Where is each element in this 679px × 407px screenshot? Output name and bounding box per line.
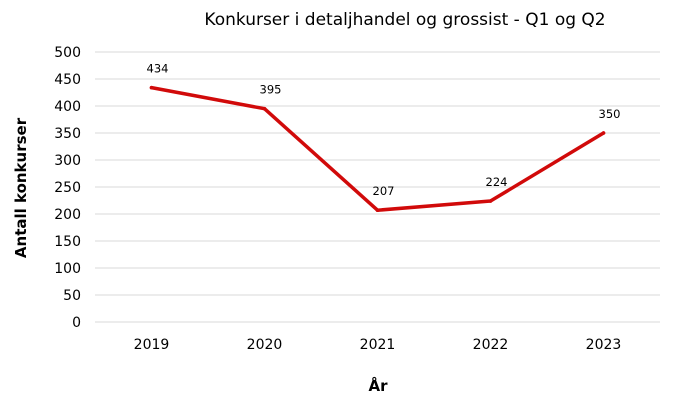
y-tick-label: 100: [54, 261, 81, 277]
x-tick-label: 2021: [360, 337, 396, 353]
y-tick-label: 200: [54, 207, 81, 223]
data-point: [601, 131, 606, 135]
y-tick-label: 50: [63, 288, 81, 304]
y-tick-label: 450: [54, 72, 81, 88]
data-label: 224: [486, 175, 508, 189]
y-tick-label: 150: [54, 234, 81, 250]
y-tick-label: 0: [72, 315, 81, 331]
y-axis-ticks: 0 50 100 150 200 250 300 350 400 450 500: [54, 45, 81, 331]
x-tick-label: 2022: [473, 337, 509, 353]
y-tick-label: 350: [54, 126, 81, 142]
data-point: [488, 199, 493, 203]
data-label: 207: [373, 184, 395, 198]
x-tick-label: 2020: [247, 337, 283, 353]
data-label: 350: [599, 107, 621, 121]
y-tick-label: 500: [54, 45, 81, 61]
data-point: [375, 208, 380, 213]
data-labels: 434 395 207 224 350: [147, 62, 621, 199]
y-tick-label: 300: [54, 153, 81, 169]
x-axis-ticks: 2019 2020 2021 2022 2023: [134, 337, 622, 353]
x-axis-label: År: [368, 376, 388, 395]
y-tick-label: 250: [54, 180, 81, 196]
data-label: 395: [260, 83, 282, 97]
y-tick-label: 400: [54, 99, 81, 115]
data-label: 434: [147, 62, 169, 76]
x-tick-label: 2019: [134, 337, 170, 353]
x-tick-label: 2023: [586, 337, 622, 353]
data-point: [262, 106, 267, 111]
series-layer: [149, 85, 606, 213]
gridlines: [95, 51, 660, 323]
chart-title: Konkurser i detaljhandel og grossist - Q…: [204, 10, 605, 30]
data-point: [149, 85, 154, 90]
y-axis-label: Antall konkurser: [12, 117, 30, 258]
